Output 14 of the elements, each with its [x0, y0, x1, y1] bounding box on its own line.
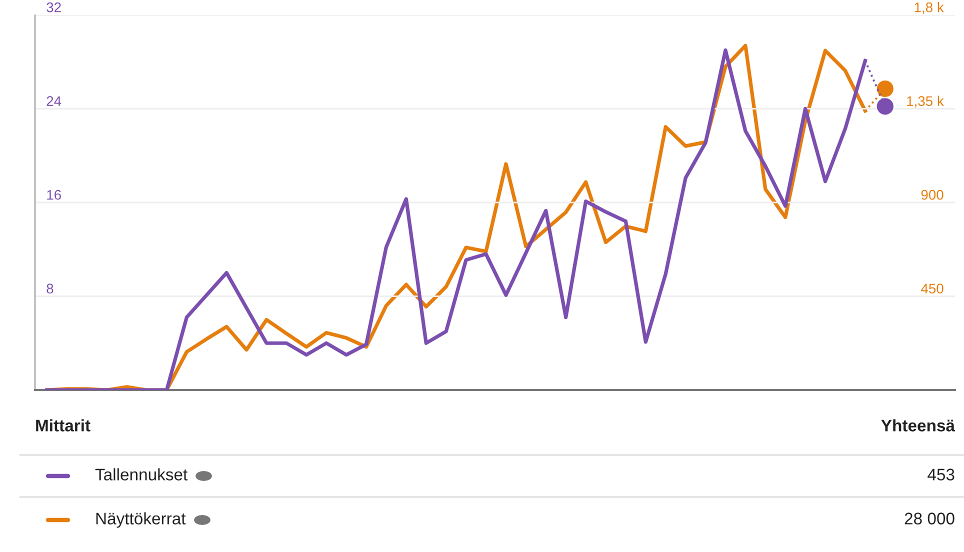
y-tick-label: 8 [46, 284, 54, 294]
y2-tick-label: 450 [921, 284, 944, 294]
y-tick-label: 24 [46, 96, 62, 106]
y-tick-label: 32 [46, 2, 61, 12]
y2-tick-label: 1,35 k [907, 96, 944, 108]
text: Mittarit [36, 419, 90, 432]
text: 28 000 [904, 512, 954, 524]
y2-tick-label: 1,8 k [914, 2, 944, 14]
y-tick-label: 16 [47, 190, 61, 200]
text: Yhteensä [881, 419, 956, 432]
legend-label: Tallennukset [95, 468, 188, 480]
legend-label: Näyttökerrat [96, 512, 186, 528]
text: 453 [928, 468, 954, 480]
y2-tick-label: 900 [921, 190, 944, 200]
